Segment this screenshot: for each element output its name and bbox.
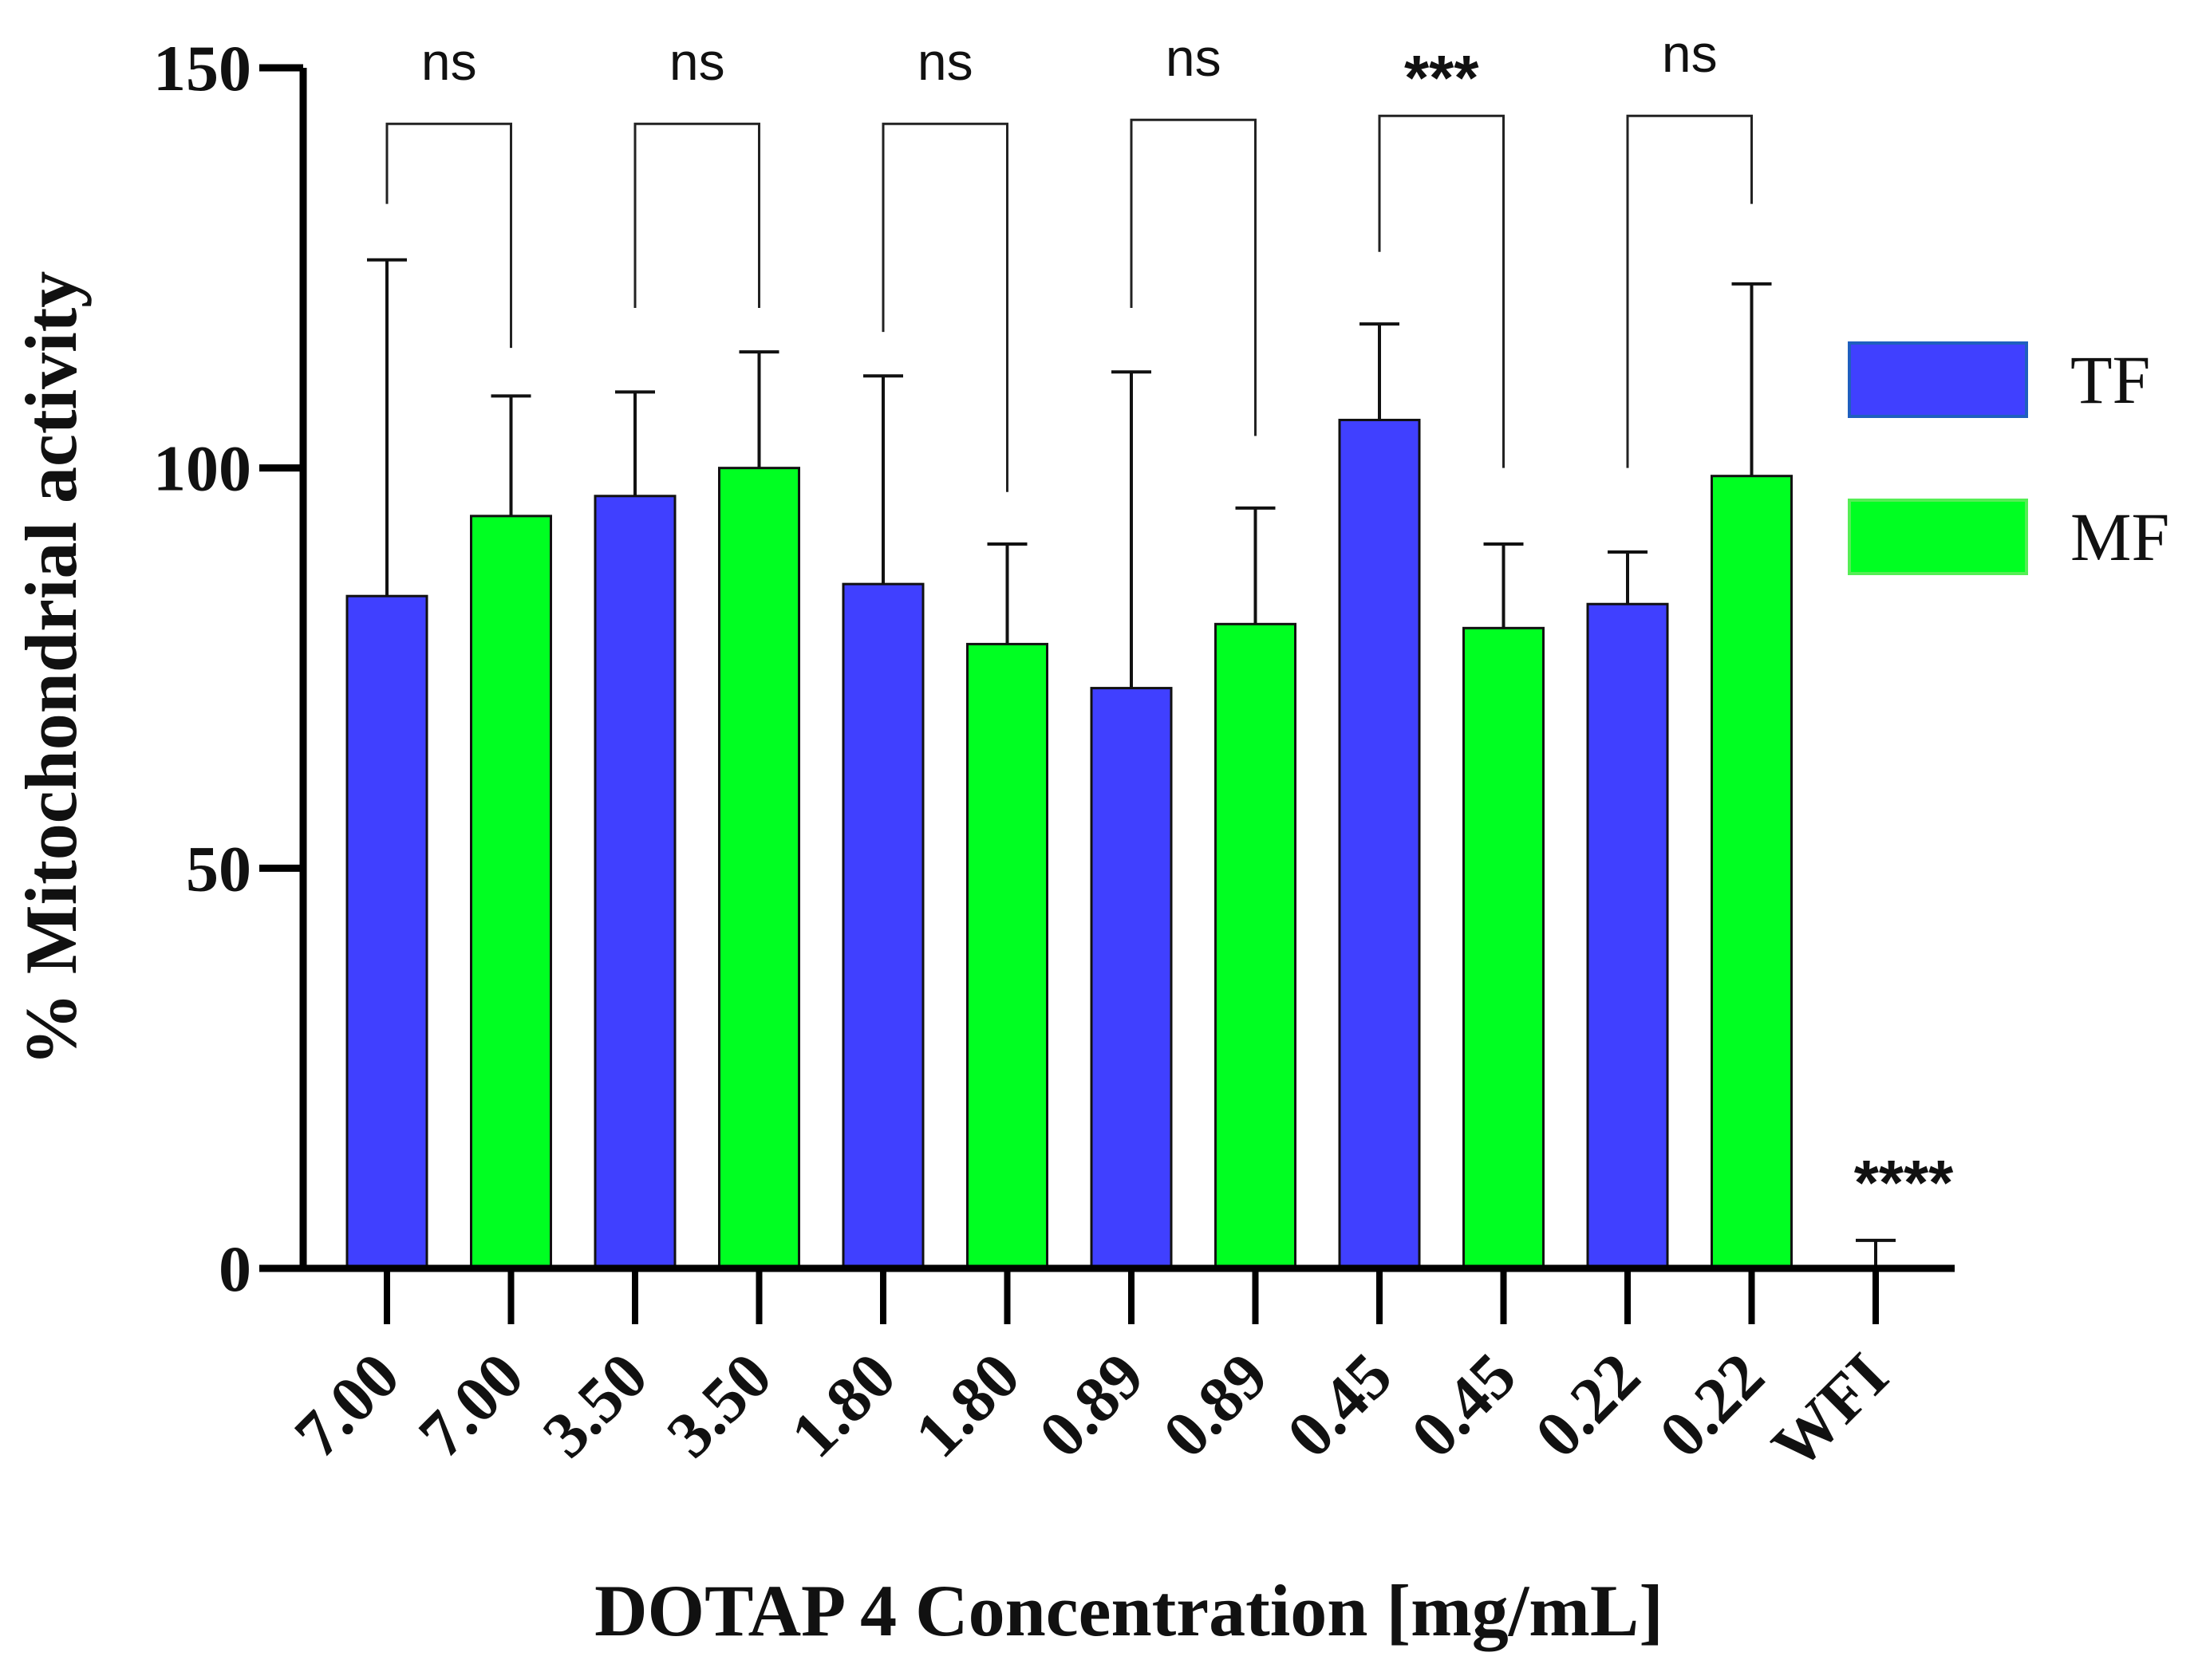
x-tick-label-4: 3.50 xyxy=(653,1339,785,1471)
x-tick-label-8: 0.89 xyxy=(1149,1339,1281,1471)
legend-label-tf: TF xyxy=(2070,341,2150,418)
bar-mf-6 xyxy=(966,642,1048,1270)
x-axis-title: DOTAP 4 Concentration [mg/mL] xyxy=(594,1570,1663,1651)
significance-label-1: ns xyxy=(421,32,477,91)
bar-mf-12 xyxy=(1711,475,1793,1270)
significance-label-6: ns xyxy=(1662,24,1718,83)
significance-label-2: ns xyxy=(669,32,725,91)
x-tick-label-5: 1.80 xyxy=(777,1339,910,1471)
x-tick-label-9: 0.45 xyxy=(1273,1339,1406,1471)
bar-tf-5 xyxy=(842,582,925,1270)
y-tick-label-150: 150 xyxy=(153,32,251,105)
significance-bracket-3 xyxy=(882,122,1008,492)
bar-mf-10 xyxy=(1462,626,1545,1270)
x-tick-label-10: 0.45 xyxy=(1397,1339,1529,1471)
x-tick-label-6: 1.80 xyxy=(901,1339,1033,1471)
x-tick-label-12: 0.22 xyxy=(1645,1339,1778,1471)
significance-bracket-2 xyxy=(633,122,760,308)
significance-label-5: *** xyxy=(1404,42,1479,113)
significance-bracket-1 xyxy=(385,122,512,349)
significance-bracket-6 xyxy=(1626,114,1753,468)
legend-swatch-mf xyxy=(1848,499,2028,575)
bar-tf-3 xyxy=(594,495,677,1270)
bar-tf-1 xyxy=(345,594,428,1270)
y-tick-label-50: 50 xyxy=(186,832,251,905)
y-axis-title: % Mitochondrial activity xyxy=(10,271,92,1067)
annotation-label-1: **** xyxy=(1854,1147,1954,1218)
legend-label-mf: MF xyxy=(2070,499,2169,575)
bar-mf-4 xyxy=(718,467,800,1270)
significance-bracket-5 xyxy=(1378,114,1505,468)
x-tick-label-1: 7.00 xyxy=(281,1339,413,1471)
y-tick-label-100: 100 xyxy=(153,432,251,505)
y-tick-label-0: 0 xyxy=(219,1232,251,1305)
significance-label-4: ns xyxy=(1166,28,1221,87)
bar-tf-9 xyxy=(1338,418,1421,1270)
bar-mf-2 xyxy=(470,515,552,1270)
x-tick-label-13: WFI xyxy=(1758,1339,1901,1482)
significance-bracket-4 xyxy=(1130,118,1257,436)
bar-tf-7 xyxy=(1090,687,1173,1270)
bar-tf-11 xyxy=(1586,602,1669,1270)
x-tick-label-11: 0.22 xyxy=(1521,1339,1654,1471)
x-tick-label-3: 3.50 xyxy=(529,1339,661,1471)
significance-label-3: ns xyxy=(917,32,973,91)
legend-swatch-tf xyxy=(1848,341,2028,418)
x-tick-label-7: 0.89 xyxy=(1025,1339,1158,1471)
x-tick-label-2: 7.00 xyxy=(404,1339,537,1471)
bar-mf-8 xyxy=(1214,622,1296,1270)
